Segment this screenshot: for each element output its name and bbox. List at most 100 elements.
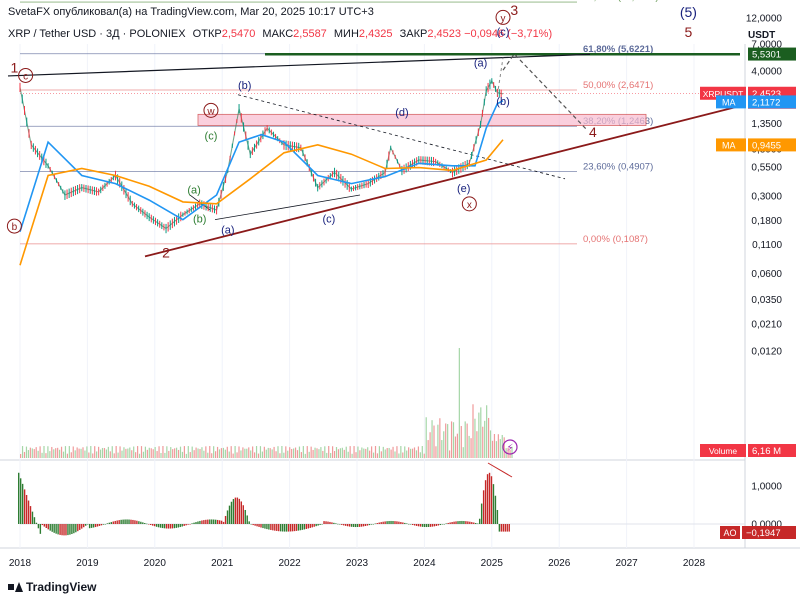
ao-bar xyxy=(478,518,481,524)
ao-bar xyxy=(136,520,138,524)
ao-bar xyxy=(313,524,315,527)
volume-bar xyxy=(125,448,127,458)
volume-bar xyxy=(291,448,293,458)
high-value: 2,5587 xyxy=(293,28,327,40)
volume-bar xyxy=(127,448,129,458)
volume-bar xyxy=(482,426,484,458)
volume-bar xyxy=(135,452,137,458)
wave-label: (b) xyxy=(193,213,206,225)
tradingview-logo[interactable]: TradingView xyxy=(8,580,96,594)
ao-bar xyxy=(410,524,412,525)
volume-bar xyxy=(137,446,139,458)
volume-bar xyxy=(423,453,425,458)
ao-bar xyxy=(79,524,81,530)
volume-bar xyxy=(335,447,338,458)
volume-bar xyxy=(20,454,22,458)
ao-bar xyxy=(451,522,453,524)
ao-bar xyxy=(59,524,61,535)
volume-bar xyxy=(433,425,435,458)
wave-label: 3 xyxy=(510,2,518,18)
triangle-lower-line xyxy=(214,194,361,221)
ao-bar xyxy=(234,497,237,524)
ao-bar xyxy=(132,519,134,524)
ao-bar xyxy=(242,505,244,524)
y-tick-label: 7,0000 xyxy=(751,40,782,51)
ao-bar xyxy=(268,524,270,530)
volume-bar xyxy=(372,452,375,458)
ao-bar xyxy=(469,521,471,524)
ao-bar xyxy=(230,501,233,524)
ao-bar xyxy=(278,524,280,532)
volume-bar xyxy=(236,452,238,458)
volume-bar xyxy=(318,449,320,458)
volume-bar xyxy=(240,450,242,458)
volume-bar xyxy=(476,431,478,458)
volume-bar xyxy=(495,441,497,458)
ao-bar xyxy=(404,522,406,524)
volume-bar xyxy=(398,453,400,458)
ao-bar xyxy=(211,519,213,524)
ao-bar xyxy=(90,524,93,528)
ao-bar xyxy=(51,524,53,532)
volume-bar xyxy=(99,449,102,458)
volume-bar xyxy=(179,446,182,458)
volume-bar xyxy=(439,418,441,458)
ao-bar xyxy=(195,522,197,524)
volume-bar xyxy=(148,447,150,458)
ao-bar xyxy=(197,521,199,524)
volume-tag-bg xyxy=(748,444,796,457)
volume-bar xyxy=(129,447,131,458)
ao-bar xyxy=(29,506,32,524)
ao-bar xyxy=(98,524,101,526)
ao-bar xyxy=(86,524,89,525)
ao-bar xyxy=(226,510,229,524)
ao-bar xyxy=(500,524,503,532)
volume-bar xyxy=(347,451,349,458)
ticker-info: XRP / Tether USD · 3Д · POLONIEX ОТКР2,5… xyxy=(8,28,552,40)
ao-bar xyxy=(415,524,418,526)
ao-bar xyxy=(27,500,30,524)
volume-bar xyxy=(468,435,470,458)
volume-bar xyxy=(300,452,302,458)
volume-bar xyxy=(369,450,371,458)
ao-bar xyxy=(222,521,225,524)
ao-bar xyxy=(191,523,193,524)
ao-bar xyxy=(47,524,49,530)
ao-bar xyxy=(37,524,40,529)
volume-bar xyxy=(29,447,31,458)
volume-bar xyxy=(254,452,256,458)
volume-bar xyxy=(289,447,291,458)
ao-bar xyxy=(423,524,426,527)
volume-bar xyxy=(191,446,193,458)
ao-bar xyxy=(388,521,390,524)
volume-bar xyxy=(306,446,308,458)
ao-bar xyxy=(427,524,430,527)
ao-bar xyxy=(167,524,170,529)
volume-bar xyxy=(209,446,211,458)
volume-bar xyxy=(320,447,322,458)
volume-bar xyxy=(216,446,219,458)
open-label: ОТКР xyxy=(192,28,222,40)
volume-bar xyxy=(499,439,501,458)
volume-bar xyxy=(115,446,117,458)
volume-bar xyxy=(174,448,176,458)
volume-bar xyxy=(96,451,98,458)
volume-bar xyxy=(425,417,427,458)
volume-bar xyxy=(246,448,248,458)
ao-bar xyxy=(236,497,239,524)
ao-y-tick-label: 0,0000 xyxy=(751,520,782,531)
fib-level-label: 50,00% (2,6471) xyxy=(583,80,653,91)
ao-bar xyxy=(218,520,221,524)
volume-bar xyxy=(160,453,162,458)
volume-bar xyxy=(53,449,55,458)
volume-bar xyxy=(117,452,119,458)
volume-bar xyxy=(35,447,37,458)
ao-bar xyxy=(159,524,162,528)
ma-blue-line xyxy=(19,100,504,233)
volume-bar xyxy=(332,446,334,458)
volume-bar xyxy=(378,446,380,458)
volume-bar xyxy=(298,446,301,458)
x-tick-label: 2028 xyxy=(683,558,706,569)
volume-bar xyxy=(421,446,423,458)
